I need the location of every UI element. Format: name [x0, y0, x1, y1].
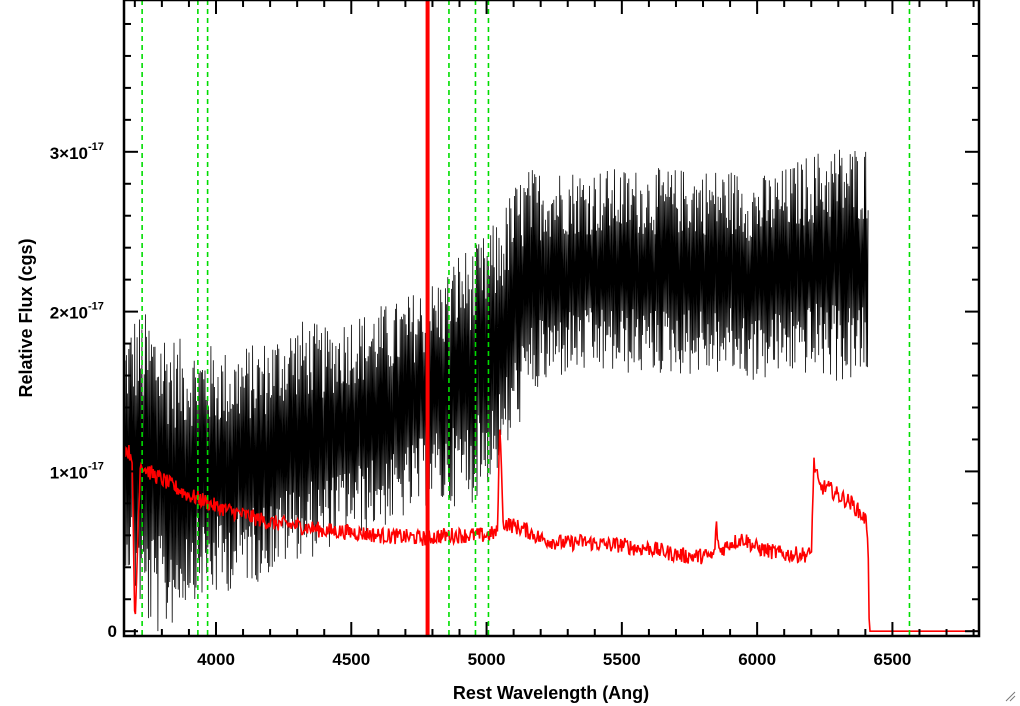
x-tick-label: 4500 — [332, 650, 370, 669]
y-tick-exponent: -17 — [88, 460, 104, 472]
x-axis-title: Rest Wavelength (Ang) — [453, 683, 649, 703]
x-tick-label: 6000 — [738, 650, 776, 669]
x-tick-label: 6500 — [874, 650, 912, 669]
model-series-line — [124, 429, 979, 633]
plot-area — [124, 0, 979, 636]
x-tick-label: 5500 — [603, 650, 641, 669]
y-tick-exponent: -17 — [88, 141, 104, 153]
flux-series-line — [124, 149, 869, 632]
y-tick-label: 1×10 — [50, 463, 88, 482]
x-tick-label: 5000 — [468, 650, 506, 669]
y-tick-label: 2×10 — [50, 304, 88, 323]
resize-grip-icon[interactable] — [1004, 690, 1016, 702]
plot-frame — [122, 0, 981, 638]
x-tick-label: 4000 — [197, 650, 235, 669]
y-tick-exponent: -17 — [88, 301, 104, 313]
y-tick-label: 3×10 — [50, 144, 88, 163]
y-axis-title: Relative Flux (cgs) — [16, 238, 36, 397]
y-tick-label: 0 — [108, 622, 117, 641]
